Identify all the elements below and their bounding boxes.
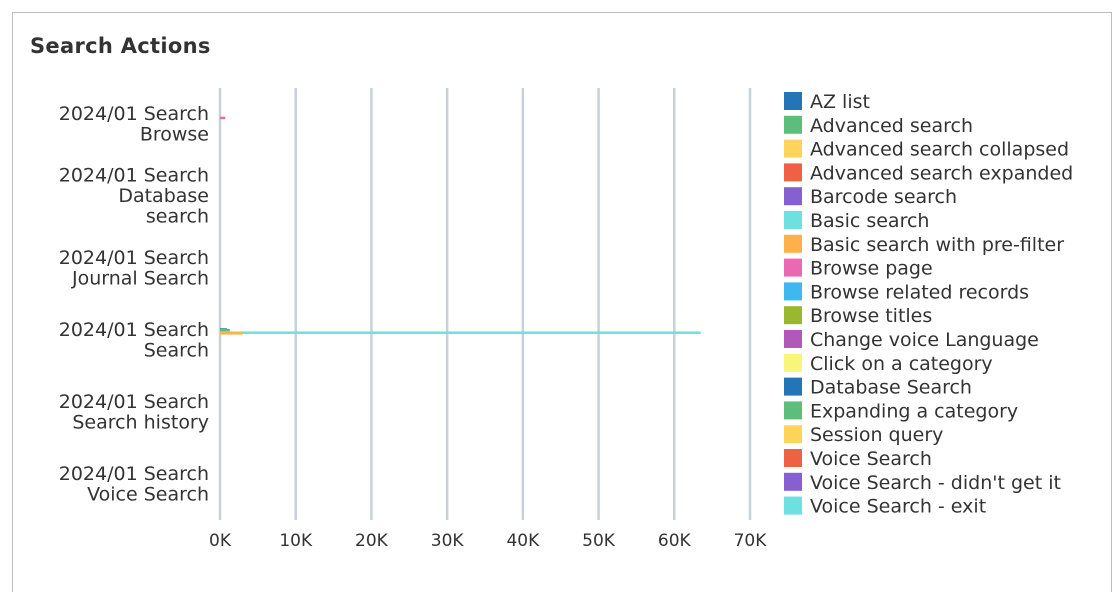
- legend-label: Browse related records: [810, 281, 1029, 303]
- legend-swatch: [784, 472, 802, 491]
- category-label: Voice Search: [87, 483, 209, 505]
- legend-label: Basic search: [810, 210, 929, 232]
- legend-item[interactable]: Advanced search: [784, 115, 973, 137]
- legend-label: Voice Search - didn't get it: [810, 472, 1061, 494]
- legend-label: Click on a category: [810, 353, 993, 375]
- legend-item[interactable]: Click on a category: [784, 353, 993, 375]
- legend-label: Database Search: [810, 377, 972, 399]
- legend-label: Advanced search: [810, 115, 973, 137]
- bar[interactable]: [220, 328, 230, 332]
- legend-item[interactable]: Session query: [784, 424, 943, 446]
- legend-item[interactable]: Advanced search expanded: [784, 162, 1073, 184]
- legend-item[interactable]: Basic search: [784, 210, 929, 232]
- legend-swatch: [784, 377, 802, 396]
- legend-label: Advanced search collapsed: [810, 139, 1069, 161]
- legend-swatch: [784, 449, 802, 467]
- legend-swatch: [784, 187, 802, 206]
- legend-swatch: [784, 234, 802, 253]
- category-label: Search: [144, 339, 209, 361]
- category-label: 2024/01 Search: [59, 463, 209, 485]
- legend-swatch: [784, 330, 802, 348]
- x-axis-ticks: 0K 10K 20K 30K 40K 50K 60K 70K: [209, 531, 767, 551]
- legend-label: AZ list: [810, 91, 870, 113]
- category-label: Browse: [140, 123, 209, 145]
- legend-item[interactable]: Browse titles: [784, 305, 932, 327]
- legend-label: Voice Search - exit: [810, 496, 986, 518]
- legend-swatch: [784, 92, 802, 110]
- legend-item[interactable]: Voice Search - exit: [784, 496, 986, 518]
- legend-item[interactable]: Basic search with pre-filter: [784, 234, 1064, 256]
- legend-label: Change voice Language: [810, 329, 1039, 351]
- category-label: Database: [118, 185, 209, 207]
- x-tick-label: 30K: [431, 531, 465, 551]
- legend-item[interactable]: AZ list: [784, 91, 870, 113]
- category-label: 2024/01 Search: [59, 165, 209, 187]
- legend-item[interactable]: Voice Search: [784, 448, 932, 470]
- legend-swatch: [784, 425, 802, 444]
- legend-label: Basic search with pre-filter: [810, 234, 1064, 256]
- x-tick-label: 50K: [582, 531, 616, 551]
- legend-item[interactable]: Voice Search - didn't get it: [784, 472, 1061, 494]
- bar[interactable]: [220, 331, 701, 334]
- legend-item[interactable]: Advanced search collapsed: [784, 139, 1069, 161]
- legend-label: Voice Search: [810, 448, 932, 470]
- legend-item[interactable]: Barcode search: [784, 186, 957, 208]
- legend-item[interactable]: Browse related records: [784, 281, 1029, 303]
- legend-swatch: [784, 496, 802, 515]
- category-label: 2024/01 Search: [59, 247, 209, 269]
- legend-item[interactable]: Database Search: [784, 377, 972, 399]
- legend-swatch: [784, 163, 802, 182]
- legend-swatch: [784, 115, 802, 134]
- chart-title: Search Actions: [30, 34, 211, 58]
- bars: [220, 116, 701, 335]
- legend-swatch: [784, 282, 802, 301]
- grid-lines: [218, 88, 752, 520]
- x-tick-label: 60K: [658, 531, 692, 551]
- x-tick-label: 20K: [355, 531, 389, 551]
- category-label: 2024/01 Search: [59, 391, 209, 413]
- legend-item[interactable]: Browse page: [784, 258, 933, 280]
- legend-swatch: [784, 258, 802, 277]
- category-label: Search history: [72, 411, 209, 433]
- x-tick-label: 0K: [209, 531, 232, 551]
- legend-label: Session query: [810, 424, 943, 446]
- chart-panel: [12, 12, 1112, 592]
- legend-item[interactable]: Change voice Language: [784, 329, 1039, 351]
- category-label: 2024/01 Search: [59, 103, 209, 125]
- legend-label: Expanding a category: [810, 400, 1018, 422]
- x-tick-label: 40K: [506, 531, 540, 551]
- legend-label: Barcode search: [810, 186, 957, 208]
- category-label: Journal Search: [71, 267, 209, 289]
- legend-swatch: [784, 211, 802, 229]
- category-label: 2024/01 Search: [59, 319, 209, 341]
- bar[interactable]: [220, 116, 226, 120]
- legend-label: Advanced search expanded: [810, 162, 1073, 184]
- legend-swatch: [784, 306, 802, 325]
- category-label: search: [146, 206, 209, 228]
- x-tick-label: 10K: [279, 531, 313, 551]
- legend-label: Browse titles: [810, 305, 932, 327]
- bar[interactable]: [220, 332, 243, 335]
- legend-item[interactable]: Expanding a category: [784, 400, 1018, 422]
- legend-label: Browse page: [810, 258, 933, 280]
- legend-swatch: [784, 353, 802, 372]
- legend-swatch: [784, 139, 802, 158]
- x-tick-label: 70K: [734, 531, 768, 551]
- legend-swatch: [784, 401, 802, 420]
